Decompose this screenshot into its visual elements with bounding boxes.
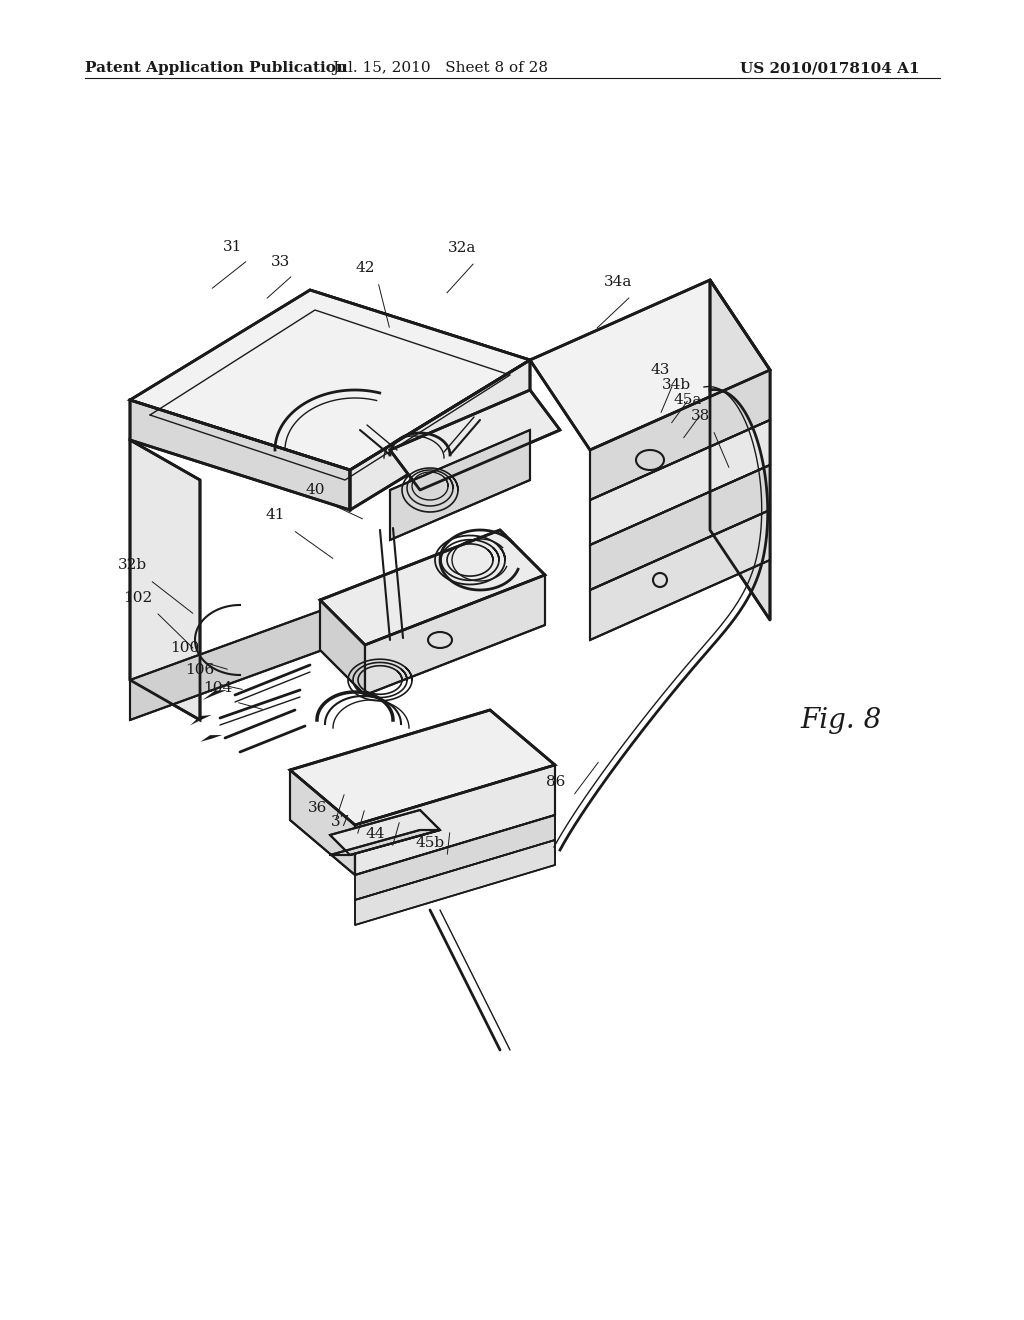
Polygon shape <box>590 510 770 640</box>
Text: 34b: 34b <box>662 378 690 392</box>
Text: 37: 37 <box>331 814 349 829</box>
Text: 45b: 45b <box>416 836 444 850</box>
Text: 33: 33 <box>270 255 290 269</box>
Text: 44: 44 <box>366 828 385 841</box>
Polygon shape <box>710 280 770 620</box>
Text: 32a: 32a <box>447 242 476 255</box>
Polygon shape <box>590 420 770 545</box>
Text: 43: 43 <box>650 363 670 378</box>
Text: US 2010/0178104 A1: US 2010/0178104 A1 <box>740 61 920 75</box>
Text: 45a: 45a <box>674 393 702 407</box>
Text: Patent Application Publication: Patent Application Publication <box>85 61 347 75</box>
Polygon shape <box>330 830 440 855</box>
Text: 86: 86 <box>547 775 565 789</box>
Polygon shape <box>201 735 222 742</box>
Polygon shape <box>330 810 440 855</box>
Text: 100: 100 <box>170 642 200 655</box>
Polygon shape <box>290 710 555 825</box>
Text: 41: 41 <box>265 508 285 521</box>
Polygon shape <box>355 840 555 925</box>
Polygon shape <box>190 715 212 725</box>
Text: Fig. 8: Fig. 8 <box>800 706 882 734</box>
Text: Jul. 15, 2010   Sheet 8 of 28: Jul. 15, 2010 Sheet 8 of 28 <box>332 61 548 75</box>
Polygon shape <box>319 531 545 645</box>
Polygon shape <box>530 280 770 450</box>
Polygon shape <box>130 400 350 510</box>
Polygon shape <box>130 290 530 470</box>
Polygon shape <box>130 440 200 719</box>
Polygon shape <box>390 430 530 540</box>
Text: 38: 38 <box>690 409 710 422</box>
Text: 40: 40 <box>305 483 325 498</box>
Text: 32b: 32b <box>118 558 146 572</box>
Text: 31: 31 <box>223 240 243 253</box>
Polygon shape <box>390 389 560 490</box>
Text: 42: 42 <box>355 261 375 275</box>
Text: 104: 104 <box>204 681 232 696</box>
Polygon shape <box>319 601 365 696</box>
Text: 102: 102 <box>123 591 153 605</box>
Polygon shape <box>355 814 555 900</box>
Polygon shape <box>290 770 355 875</box>
Polygon shape <box>130 601 350 719</box>
Polygon shape <box>350 360 530 510</box>
Text: 34a: 34a <box>604 275 632 289</box>
Text: 106: 106 <box>185 663 215 677</box>
Text: 36: 36 <box>308 801 328 814</box>
Polygon shape <box>365 576 545 696</box>
Polygon shape <box>590 370 770 500</box>
Polygon shape <box>590 465 770 590</box>
Polygon shape <box>355 766 555 875</box>
Polygon shape <box>203 690 227 700</box>
